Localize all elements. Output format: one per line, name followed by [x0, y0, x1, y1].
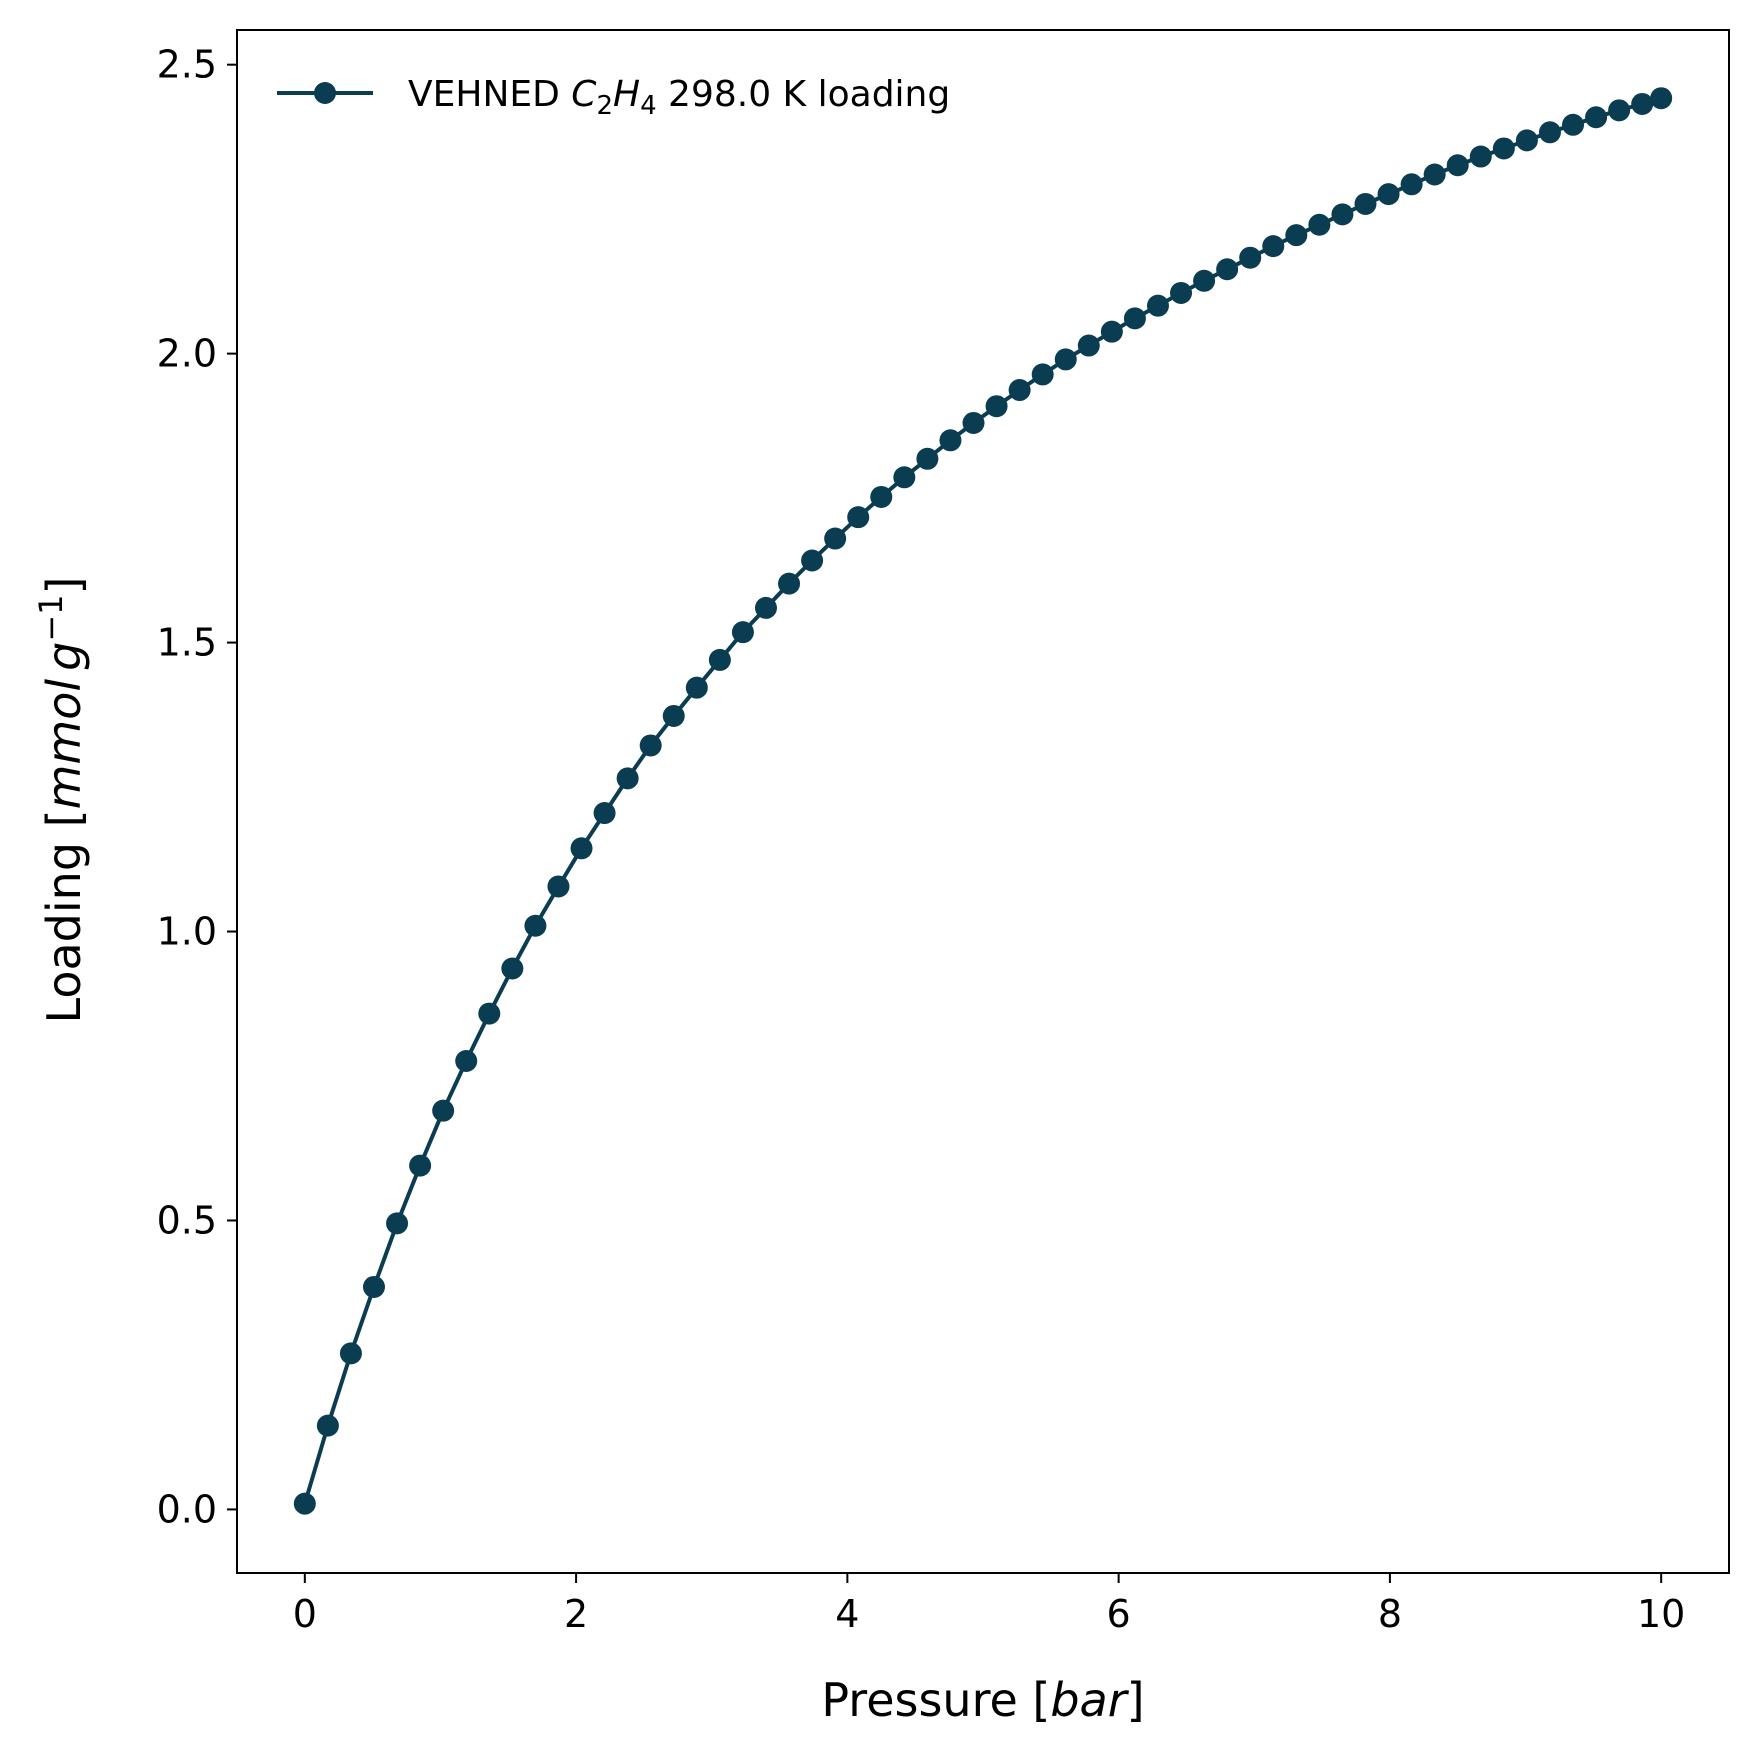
data-point — [1650, 87, 1673, 110]
x-axis-label-prefix: Pressure [ — [821, 1673, 1050, 1727]
data-point — [1008, 379, 1031, 402]
legend-label-c: C — [571, 74, 597, 115]
data-point — [916, 447, 939, 470]
x-axis: 0 2 4 6 8 10 — [293, 1573, 1685, 1636]
plot-area — [293, 87, 1673, 1515]
data-point — [316, 1414, 339, 1437]
data-point — [1123, 307, 1146, 330]
data-point — [1193, 269, 1216, 292]
legend-label: VEHNED C2H4 298.0 K loading — [408, 74, 950, 121]
data-point — [962, 411, 985, 434]
data-point — [1538, 121, 1561, 144]
plot-frame — [236, 29, 1730, 1574]
legend-label-c-subscript: 2 — [596, 91, 613, 121]
data-point — [1100, 320, 1123, 343]
data-point — [1054, 348, 1077, 371]
y-tick-label: 1.0 — [157, 910, 217, 954]
data-point — [362, 1275, 385, 1298]
x-tick-label: 10 — [1637, 1592, 1685, 1636]
data-point — [847, 506, 870, 529]
data-point — [1423, 163, 1446, 186]
y-tick-label: 0.0 — [157, 1487, 217, 1531]
data-point — [547, 875, 570, 898]
data-point — [754, 596, 777, 619]
data-point — [1077, 334, 1100, 357]
data-point — [1492, 137, 1515, 160]
y-axis-label: Loading [mmol g−1] — [32, 577, 91, 1024]
y-tick-label: 2.0 — [157, 332, 217, 376]
x-tick-label: 4 — [835, 1592, 859, 1636]
data-point — [662, 704, 685, 727]
data-point — [639, 734, 662, 757]
x-axis-label-unit: bar — [1050, 1673, 1129, 1727]
data-point — [870, 485, 893, 508]
x-axis-label-suffix: ] — [1127, 1673, 1145, 1727]
data-point — [1631, 92, 1654, 115]
data-point — [1239, 246, 1262, 269]
x-tick-label: 2 — [564, 1592, 588, 1636]
data-point — [1262, 235, 1285, 258]
data-point — [893, 466, 916, 489]
data-point — [1377, 183, 1400, 206]
data-point — [1331, 203, 1354, 226]
data-point — [1562, 113, 1585, 136]
data-point — [1608, 99, 1631, 122]
data-point — [1585, 106, 1608, 129]
data-point — [1216, 258, 1239, 281]
y-axis: 0.0 0.5 1.0 1.5 2.0 2.5 — [157, 43, 237, 1531]
data-point — [501, 957, 524, 980]
data-point — [1469, 145, 1492, 168]
data-point — [593, 802, 616, 825]
y-tick-label: 1.5 — [157, 621, 217, 665]
y-axis-label-suffix: ] — [37, 577, 91, 595]
data-point — [1354, 192, 1377, 215]
data-point — [1031, 363, 1054, 386]
data-point — [685, 676, 708, 699]
legend-marker-swatch — [314, 82, 336, 104]
data-point — [293, 1492, 316, 1515]
data-point — [432, 1099, 455, 1122]
data-point — [985, 395, 1008, 418]
data-point — [1400, 173, 1423, 196]
data-point — [616, 767, 639, 790]
y-axis-label-prefix: Loading [ — [37, 809, 91, 1023]
data-point — [1146, 294, 1169, 317]
data-point — [1515, 129, 1538, 152]
legend-label-h-subscript: 4 — [640, 91, 657, 121]
y-axis-label-unit-g: g — [37, 642, 91, 671]
data-point — [731, 621, 754, 644]
x-tick-label: 8 — [1378, 1592, 1402, 1636]
data-point — [1285, 224, 1308, 247]
data-point — [455, 1049, 478, 1072]
data-point — [1446, 154, 1469, 177]
x-axis-label: Pressure [bar] — [821, 1673, 1144, 1727]
data-point — [339, 1342, 362, 1365]
data-point — [524, 914, 547, 937]
data-point — [409, 1154, 432, 1177]
data-point — [1308, 213, 1331, 236]
data-point — [778, 572, 801, 595]
data-point — [939, 429, 962, 452]
data-point — [386, 1212, 409, 1235]
data-point — [570, 837, 593, 860]
y-tick-label: 0.5 — [157, 1198, 217, 1242]
data-point — [824, 527, 847, 550]
legend: VEHNED C2H4 298.0 K loading — [277, 74, 950, 121]
x-tick-label: 0 — [293, 1592, 317, 1636]
legend-label-prefix: VEHNED — [408, 74, 571, 115]
y-axis-label-superscript: −1 — [32, 594, 70, 641]
data-point — [801, 549, 824, 572]
data-point — [708, 648, 731, 671]
legend-label-h: H — [613, 74, 640, 115]
x-tick-label: 6 — [1107, 1592, 1131, 1636]
data-point — [1170, 281, 1193, 304]
legend-label-suffix: 298.0 K loading — [657, 74, 951, 115]
y-tick-label: 2.5 — [157, 43, 217, 87]
y-axis-label-unit-mmol: mmol — [37, 679, 91, 810]
data-point — [478, 1002, 501, 1025]
